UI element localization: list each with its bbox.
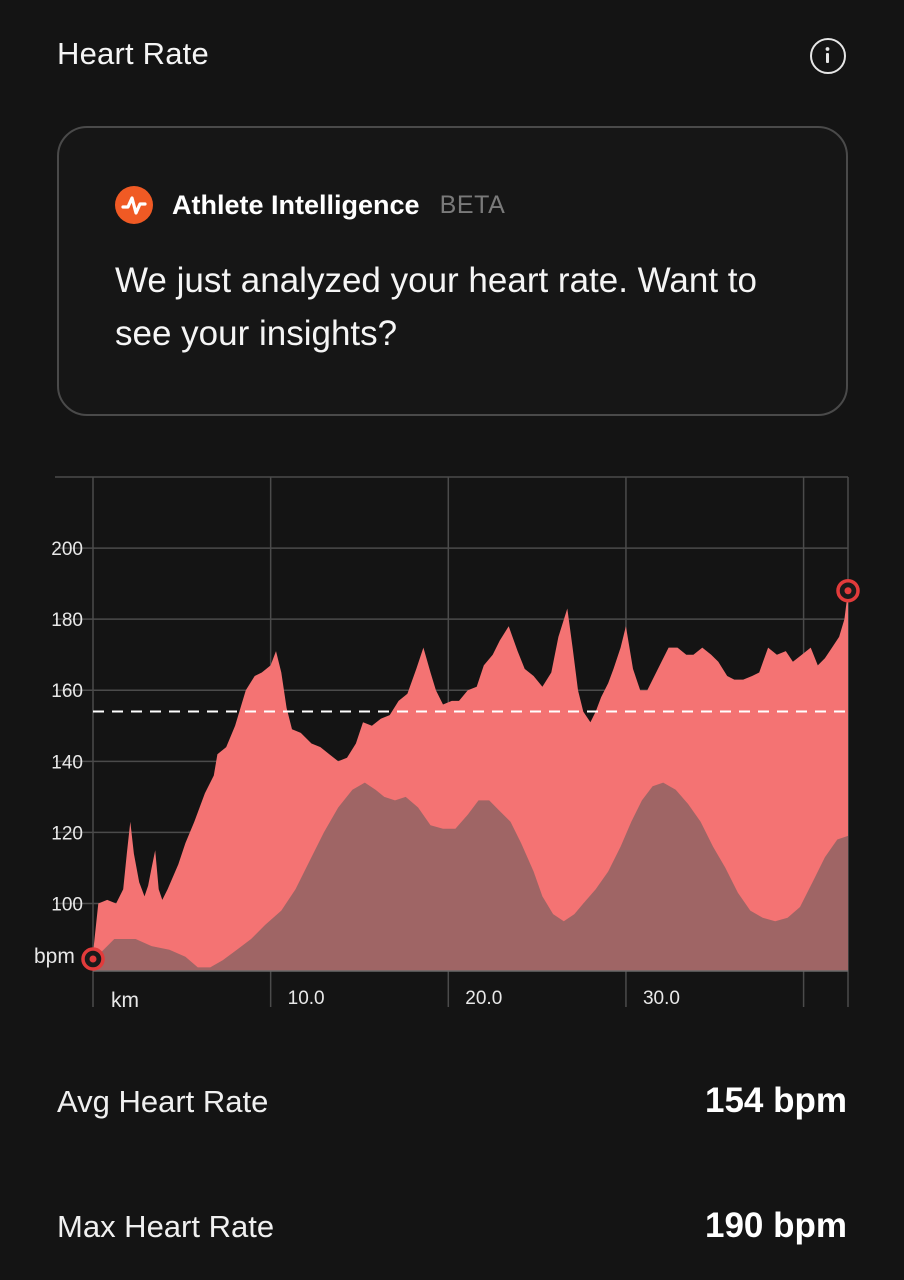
max-heart-rate-label: Max Heart Rate <box>57 1209 275 1244</box>
avg-heart-rate-value: 154 bpm <box>705 1081 847 1120</box>
ai-message: We just analyzed your heart rate. Want t… <box>115 261 757 353</box>
elevation-area <box>93 782 848 971</box>
y-tick-label: 140 <box>51 752 83 773</box>
max-heart-rate-value: 190 bpm <box>705 1206 847 1245</box>
strava-logo-icon <box>115 186 153 224</box>
avg-heart-rate-label: Avg Heart Rate <box>57 1084 269 1119</box>
y-tick-label: 100 <box>51 894 83 915</box>
chart-marker-dot <box>844 587 852 595</box>
x-tick-label: 20.0 <box>465 988 502 1009</box>
x-tick-label: 30.0 <box>643 988 680 1009</box>
x-tick-label: 10.0 <box>288 988 325 1009</box>
y-tick-label: 200 <box>51 539 83 560</box>
chart-marker-dot <box>89 955 97 963</box>
info-icon[interactable] <box>810 38 846 74</box>
y-tick-label: 120 <box>51 823 83 844</box>
ai-card-header: Athlete Intelligence BETA <box>115 185 505 225</box>
ai-brand-name: Athlete Intelligence <box>172 189 420 220</box>
x-axis-unit: km <box>111 989 139 1012</box>
heart-rate-chart[interactable]: 100 120 140 160 180 200 bpm 10.0 20.0 30.0 km <box>0 460 904 1020</box>
y-axis-unit: bpm <box>34 945 75 968</box>
athlete-intelligence-card[interactable]: Athlete Intelligence BETA We just analyz… <box>57 126 848 416</box>
y-tick-label: 160 <box>51 681 83 702</box>
y-tick-label: 180 <box>51 610 83 631</box>
beta-badge: BETA <box>439 190 506 219</box>
page-title: Heart Rate <box>57 36 209 71</box>
